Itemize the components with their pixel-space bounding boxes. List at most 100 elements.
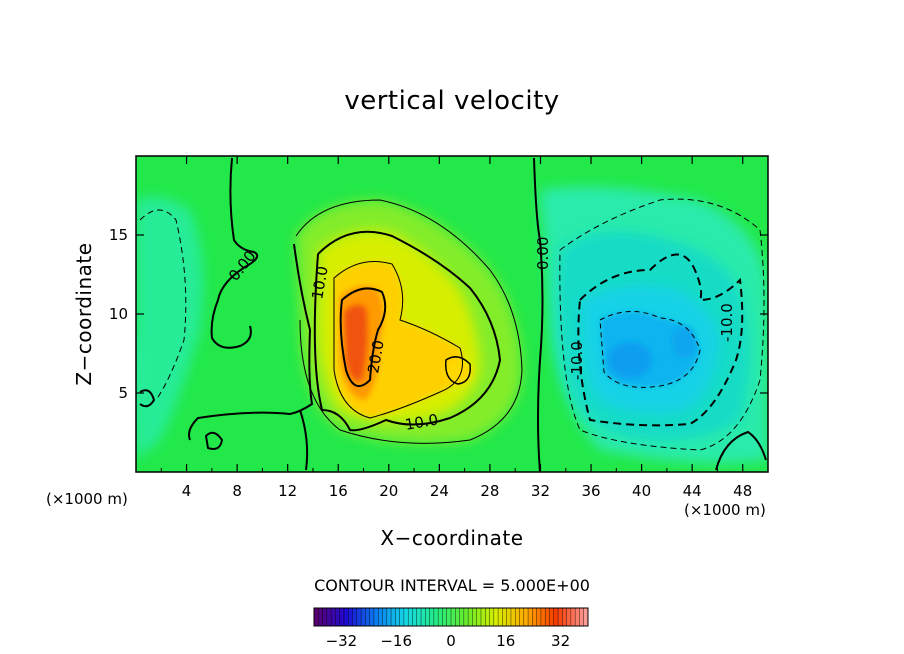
- colorbar-tick-label: −32: [326, 632, 358, 650]
- contour-zero-left: [210, 157, 259, 349]
- colorbar-cell: [553, 608, 559, 626]
- colorbar-cell: [391, 608, 396, 626]
- colorbar-cell: [536, 608, 542, 626]
- colorbar-cell: [523, 608, 529, 626]
- colorbar-cell: [489, 608, 495, 626]
- colorbar-cell: [352, 608, 358, 626]
- colorbar-cell: [408, 608, 413, 626]
- colorbar-cell: [446, 608, 452, 626]
- colorbar-cell: [416, 608, 422, 626]
- colorbar-cell: [373, 608, 379, 626]
- colorbar-cell: [378, 608, 383, 626]
- x-tick-label: 36: [581, 482, 600, 500]
- colorbar-cell: [361, 608, 366, 626]
- x-tick-label: 8: [232, 482, 242, 500]
- colorbar-cell: [519, 608, 525, 626]
- colorbar-cell: [455, 608, 461, 626]
- colorbar-cell: [510, 608, 516, 626]
- colorbar-cell: [566, 608, 572, 626]
- plot-area: [136, 156, 768, 472]
- x-tick-label: 48: [733, 482, 752, 500]
- contour-twenty: [339, 287, 387, 388]
- colorbar-cell: [339, 608, 345, 626]
- colorbar-cell: [493, 608, 499, 626]
- colorbar-cell: [558, 608, 563, 626]
- colorbar-tick-label: −16: [380, 632, 412, 650]
- colorbar-cell: [515, 608, 520, 626]
- y-axis: 5 10 15: [109, 226, 768, 402]
- colorbar-cell: [579, 608, 585, 626]
- colorbar-cell: [463, 608, 469, 626]
- contour-neg-fifteen: [599, 310, 701, 388]
- x-tick-label: 16: [329, 482, 348, 500]
- contour-neg-five: [559, 198, 765, 451]
- y-tick-label: 10: [109, 305, 128, 323]
- contour-zero-mid: [188, 243, 314, 441]
- colorbar-cell: [438, 608, 443, 626]
- colorbar-cell: [429, 608, 435, 626]
- colorbar-cell: [459, 608, 465, 626]
- colorbar-cell: [322, 608, 328, 626]
- colorbar-cell: [335, 608, 341, 626]
- x-tick-label: 40: [632, 482, 651, 500]
- contour-lines: [139, 157, 767, 472]
- x-tick-label: 20: [379, 482, 398, 500]
- colorbar-cell: [540, 608, 546, 626]
- colorbar-cell: [356, 608, 362, 626]
- colorbar-cell: [421, 608, 426, 626]
- contour-five: [295, 199, 523, 444]
- colorbar-cell: [528, 608, 533, 626]
- colorbar-cell: [451, 608, 456, 626]
- contour-left-dashed: [139, 209, 187, 401]
- chart-title: vertical velocity: [344, 86, 560, 116]
- colorbar-cell: [433, 608, 439, 626]
- colorbar-tick-label: 16: [496, 632, 515, 650]
- contour-bottom-right: [715, 430, 767, 471]
- contour-fifteen: [333, 261, 463, 419]
- contour-zero-bottom: [299, 409, 309, 471]
- colorbar-cell: [485, 608, 491, 626]
- contour-neg-ten: [577, 253, 744, 427]
- colorbar-cell: [331, 608, 336, 626]
- contour-zero-right: [533, 157, 544, 472]
- x-tick-label: 32: [531, 482, 550, 500]
- colorbar-cell: [476, 608, 482, 626]
- contour-label: 0.00: [534, 237, 552, 270]
- colorbar-cell: [442, 608, 448, 626]
- colorbar-cell: [583, 608, 589, 626]
- colorbar-cell: [480, 608, 486, 626]
- contour-interval-text: CONTOUR INTERVAL = 5.000E+00: [314, 576, 590, 595]
- colorbar-cell: [545, 608, 550, 626]
- colorbar-tick-label: 0: [446, 632, 456, 650]
- x-tick-label: 24: [430, 482, 449, 500]
- colorbar-cell: [382, 608, 388, 626]
- x-tick-label: 44: [683, 482, 702, 500]
- colorbar-cell: [575, 608, 580, 626]
- colorbar-cell: [549, 608, 555, 626]
- colorbar-cell: [502, 608, 508, 626]
- colorbar-frame: [313, 607, 589, 627]
- colorbar-cell: [403, 608, 409, 626]
- y-axis-label: Z−coordinate: [72, 242, 96, 386]
- colorbar-cell: [506, 608, 512, 626]
- contour-label: 10.0: [404, 410, 440, 434]
- contour-small-right: [445, 356, 471, 385]
- colorbar-tick-label: 32: [551, 632, 570, 650]
- colorbar-cell: [386, 608, 392, 626]
- colorbar-cell: [532, 608, 538, 626]
- colorbar-cell: [425, 608, 431, 626]
- contour-label: 10.0: [308, 265, 332, 301]
- contour-ten-outer: [313, 230, 502, 432]
- y-tick-label: 5: [118, 384, 128, 402]
- colorbar-cell: [348, 608, 354, 626]
- x-unit-label: (×1000 m): [684, 501, 766, 519]
- colorbar-cell: [369, 608, 375, 626]
- colorbar-cell: [468, 608, 473, 626]
- y-tick-label: 15: [109, 226, 128, 244]
- x-tick-label: 28: [480, 482, 499, 500]
- colorbar: −32 −16 0 16 32: [313, 607, 589, 650]
- downdraft-region: [557, 231, 750, 442]
- colorbar-cell: [314, 608, 319, 626]
- colorbar-cell: [326, 608, 332, 626]
